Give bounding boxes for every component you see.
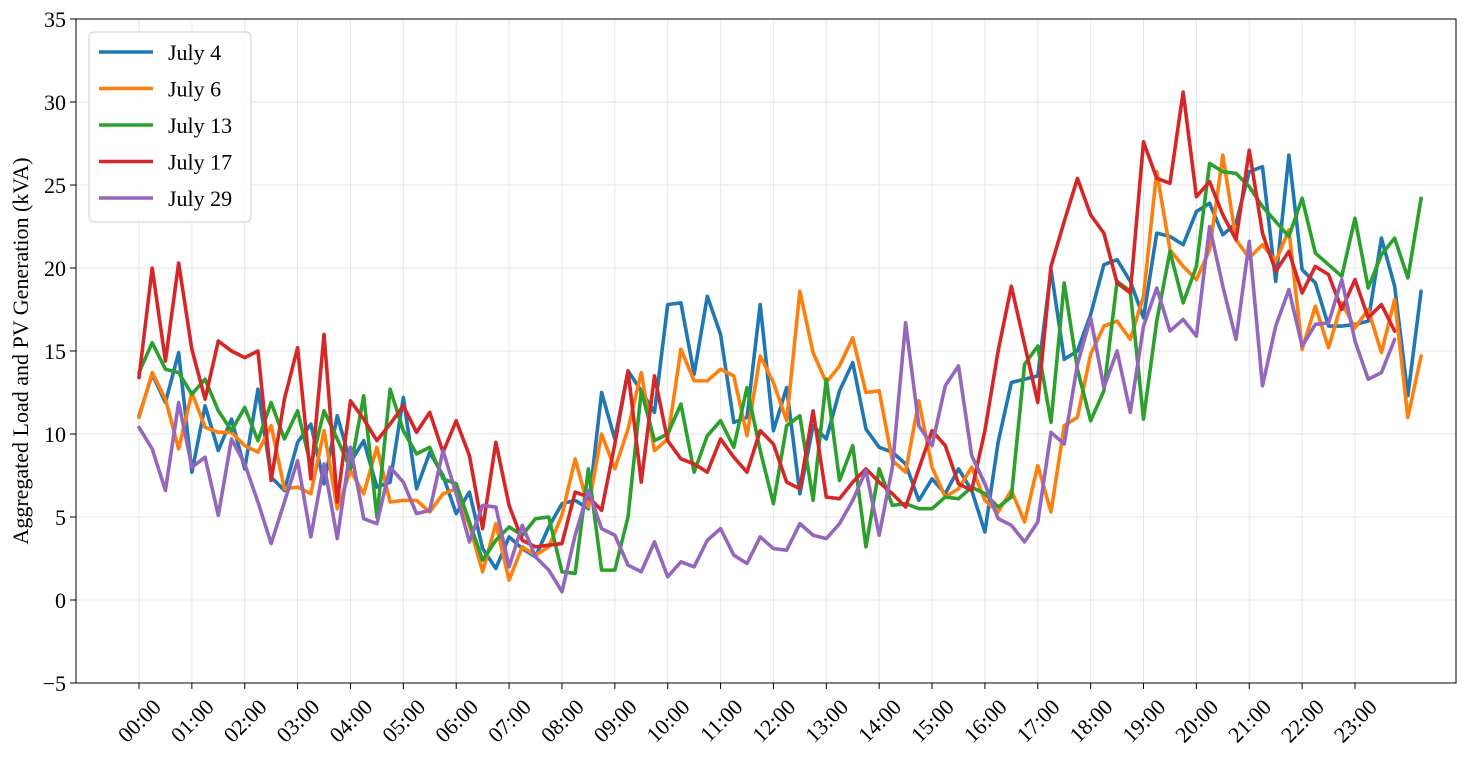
y-tick-label: 0 (55, 588, 66, 613)
x-tick-label: 19:00 (1117, 694, 1170, 747)
series-line-4 (137, 90, 1397, 549)
x-tick-label: 04:00 (324, 694, 377, 747)
y-tick-label: 30 (44, 90, 66, 115)
y-tick-label: 15 (44, 339, 66, 364)
y-tick-label: −5 (43, 671, 66, 696)
x-tick-label: 05:00 (377, 694, 430, 747)
x-tick-label: 13:00 (800, 694, 853, 747)
x-tick-label: 21:00 (1223, 694, 1276, 747)
y-tick-label: 5 (55, 505, 66, 530)
legend: July 4 July 6 July 13 July 17 July 29 (88, 31, 252, 223)
x-tick-label: 20:00 (1170, 694, 1223, 747)
x-tick-label: 03:00 (271, 694, 324, 747)
legend-label: July 13 (168, 113, 232, 138)
x-tick-label: 14:00 (853, 694, 906, 747)
x-tick-label: 15:00 (906, 694, 959, 747)
series-line-2 (137, 153, 1423, 582)
x-tick-label: 07:00 (483, 694, 536, 747)
y-tick-label: 25 (44, 173, 66, 198)
x-tick-label: 00:00 (113, 694, 166, 747)
legend-box (88, 31, 252, 223)
x-tick-label: 22:00 (1276, 694, 1329, 747)
series-lines (137, 90, 1423, 594)
x-tick-label: 17:00 (1012, 694, 1065, 747)
x-tick-label: 02:00 (218, 694, 271, 747)
legend-label: July 4 (168, 40, 221, 65)
x-tick-label: 18:00 (1064, 694, 1117, 747)
legend-label: July 17 (168, 150, 232, 175)
x-tick-label: 16:00 (959, 694, 1012, 747)
x-tick-label: 12:00 (747, 694, 800, 747)
x-tick-label: 06:00 (430, 694, 483, 747)
y-tick-label: 35 (44, 7, 66, 32)
series-line-5 (137, 224, 1397, 594)
x-tick-label: 10:00 (641, 694, 694, 747)
x-tick-label: 01:00 (166, 694, 219, 747)
x-tick-label: 08:00 (536, 694, 589, 747)
legend-label: July 29 (168, 186, 232, 211)
y-axis-label: Aggregated Load and PV Generation (kVA) (8, 157, 33, 544)
legend-label: July 6 (168, 77, 221, 102)
x-tick-label: 09:00 (589, 694, 642, 747)
x-tick-label: 11:00 (695, 694, 748, 747)
y-tick-label: 10 (44, 422, 66, 447)
x-tick-label: 23:00 (1329, 694, 1382, 747)
y-tick-label: 20 (44, 256, 66, 281)
